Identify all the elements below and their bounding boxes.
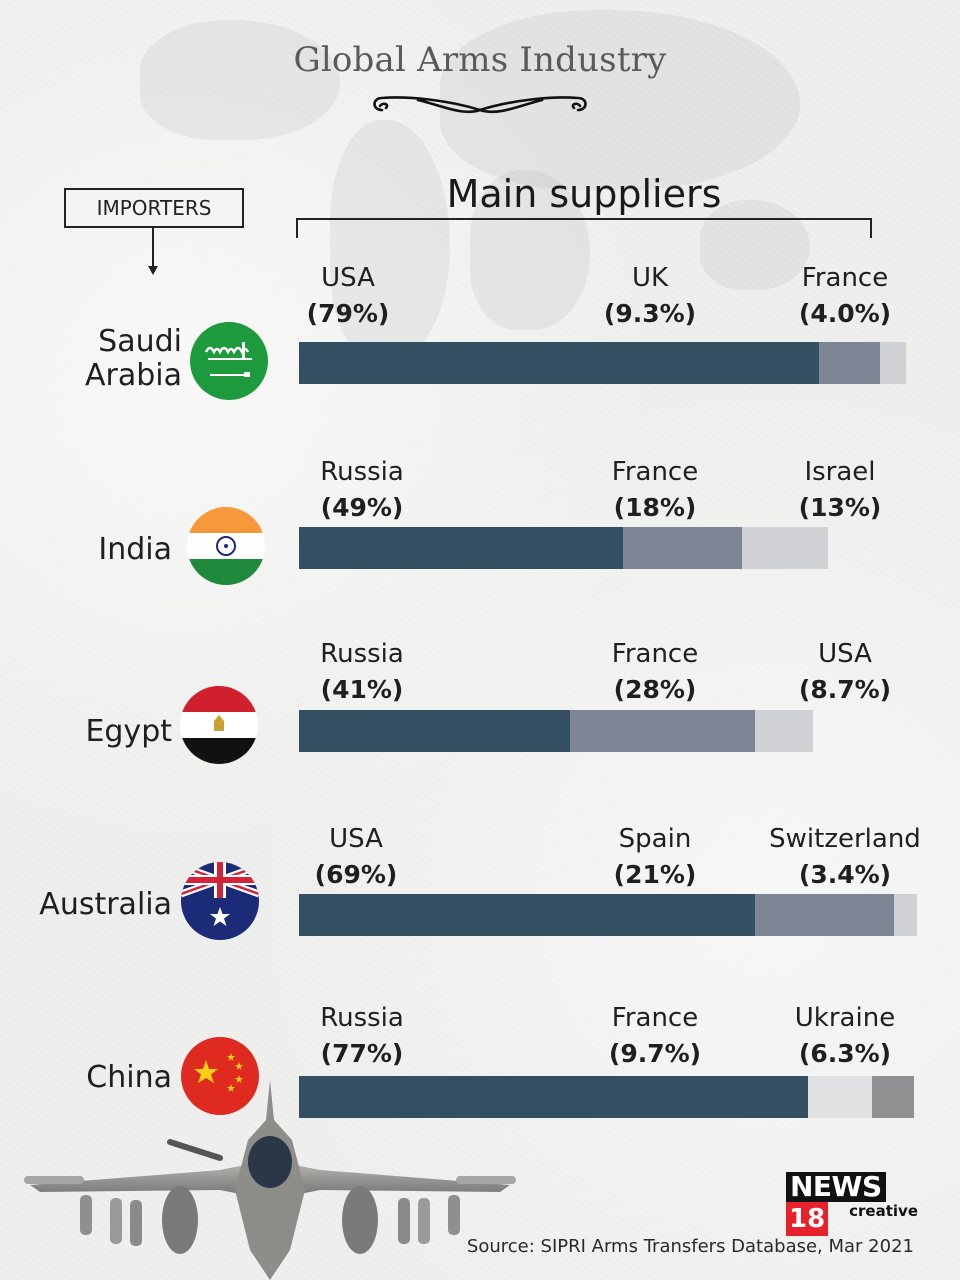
world-map-backdrop-3 — [440, 10, 800, 190]
logo-18-badge: 18 — [786, 1202, 829, 1236]
supplier-name: UK — [631, 263, 669, 293]
supplier-label: USA (8.7%) — [790, 636, 900, 708]
supplier-percent: (28%) — [613, 675, 697, 704]
bar-segment-france — [880, 342, 906, 384]
supplier-percent: (9.7%) — [608, 1039, 702, 1068]
supplier-percent: (18%) — [613, 493, 697, 522]
supplier-label: Israel (13%) — [790, 454, 890, 526]
importer-name-saudi-arabia: Saudi Arabia — [40, 325, 182, 393]
importer-name-india: India — [98, 532, 172, 567]
stacked-bar-india — [299, 527, 828, 569]
logo-creative-text: creative — [849, 1202, 918, 1220]
bar-segment-usa — [755, 710, 813, 752]
supplier-label: USA (79%) — [300, 260, 396, 332]
bar-segment-usa — [299, 894, 755, 936]
supplier-percent: (4.0%) — [798, 299, 892, 328]
world-map-backdrop-5 — [700, 200, 810, 290]
supplier-name: USA — [329, 824, 383, 854]
supplier-label: UK (9.3%) — [600, 260, 700, 332]
suppliers-title: Main suppliers — [446, 172, 722, 216]
supplier-name: USA — [321, 263, 375, 293]
supplier-label: USA (69%) — [304, 821, 408, 893]
saudi-arabia-flag-icon — [190, 322, 268, 400]
supplier-percent: (8.7%) — [798, 675, 892, 704]
logo-news-text: NEWS — [786, 1172, 886, 1202]
world-map-backdrop-2 — [330, 120, 450, 360]
india-flag-icon — [187, 507, 265, 585]
supplier-percent: (13%) — [798, 493, 882, 522]
supplier-label: Ukraine (6.3%) — [785, 1000, 905, 1072]
bar-segment-israel — [742, 527, 828, 569]
supplier-label: Russia (49%) — [310, 454, 414, 526]
importer-name-line-2: Arabia — [84, 358, 182, 393]
world-map-backdrop-4 — [470, 170, 590, 330]
supplier-label: Russia (77%) — [310, 1000, 414, 1072]
source-note: Source: SIPRI Arms Transfers Database, M… — [466, 1236, 914, 1257]
egypt-flag-icon — [180, 686, 258, 764]
stacked-bar-china — [299, 1076, 914, 1118]
supplier-name: Ukraine — [794, 1003, 896, 1033]
supplier-percent: (9.3%) — [603, 299, 697, 328]
supplier-name: Russia — [320, 639, 404, 669]
bar-segment-france — [808, 1076, 872, 1118]
bar-segment-uk — [819, 342, 880, 384]
stacked-bar-egypt — [299, 710, 813, 752]
supplier-percent: (21%) — [613, 860, 697, 889]
importer-name-egypt: Egypt — [85, 714, 172, 749]
importer-name-line-1: Saudi — [98, 324, 182, 359]
arrow-down-icon — [148, 228, 158, 275]
supplier-percent: (3.4%) — [798, 860, 892, 889]
supplier-name: Russia — [320, 1003, 404, 1033]
supplier-percent: (49%) — [320, 493, 404, 522]
page-title: Global Arms Industry — [293, 40, 667, 80]
fighter-jet-illustration-icon — [24, 1080, 516, 1280]
supplier-label: France (9.7%) — [600, 1000, 710, 1072]
supplier-percent: (6.3%) — [798, 1039, 892, 1068]
supplier-name: France — [611, 639, 699, 669]
supplier-percent: (69%) — [314, 860, 398, 889]
supplier-label: Spain (21%) — [600, 821, 710, 893]
supplier-name: USA — [818, 639, 872, 669]
importers-label: IMPORTERS — [64, 188, 244, 228]
news18-creative-logo: NEWS18 creative — [786, 1162, 918, 1236]
flourish-ornament-icon — [373, 96, 587, 114]
supplier-name: Israel — [804, 457, 876, 487]
supplier-name: France — [801, 263, 889, 293]
supplier-label: France (28%) — [600, 636, 710, 708]
supplier-label: France (4.0%) — [790, 260, 900, 332]
supplier-name: France — [611, 1003, 699, 1033]
bar-segment-ukraine — [872, 1076, 914, 1118]
supplier-name: France — [611, 457, 699, 487]
supplier-percent: (79%) — [306, 299, 390, 328]
bar-segment-russia — [299, 527, 623, 569]
suppliers-bracket — [296, 218, 872, 238]
stacked-bar-australia — [299, 894, 917, 936]
bar-segment-switzerland — [894, 894, 917, 936]
supplier-name: Russia — [320, 457, 404, 487]
importer-name-china: China — [86, 1060, 172, 1095]
bar-segment-spain — [755, 894, 894, 936]
supplier-label: Russia (41%) — [310, 636, 414, 708]
australia-flag-icon — [181, 862, 259, 940]
supplier-label: Switzerland (3.4%) — [765, 821, 925, 893]
supplier-name: Switzerland — [769, 824, 921, 854]
bar-segment-france — [570, 710, 755, 752]
supplier-percent: (77%) — [320, 1039, 404, 1068]
importer-name-australia: Australia — [39, 887, 172, 922]
china-flag-icon — [181, 1037, 259, 1115]
bar-segment-russia — [299, 710, 570, 752]
stacked-bar-saudi-arabia — [299, 342, 906, 384]
bar-segment-usa — [299, 342, 819, 384]
bar-segment-russia — [299, 1076, 808, 1118]
supplier-label: France (18%) — [600, 454, 710, 526]
supplier-name: Spain — [618, 824, 692, 854]
supplier-percent: (41%) — [320, 675, 404, 704]
world-map-backdrop — [140, 20, 340, 140]
bar-segment-france — [623, 527, 742, 569]
